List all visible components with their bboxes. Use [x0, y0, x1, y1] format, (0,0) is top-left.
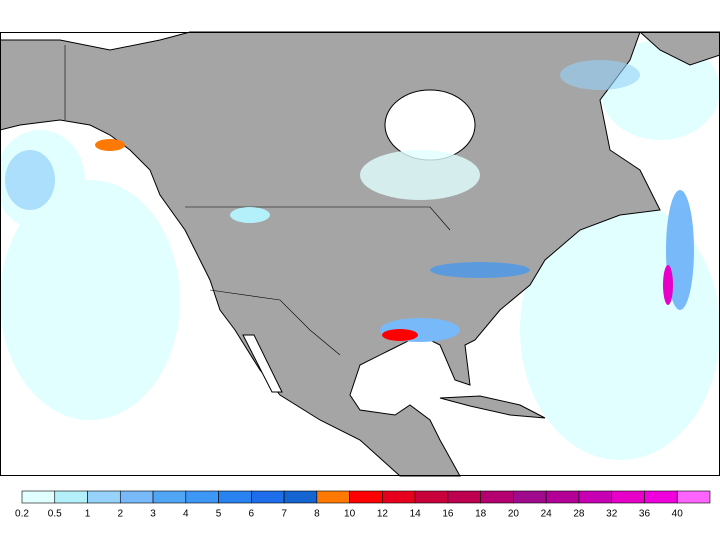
colorbar-segment: [283, 490, 318, 504]
cuba: [439, 395, 546, 419]
colorbar-segment: [218, 490, 252, 504]
colorbar-segment: [513, 490, 547, 504]
colorbar-tick-label: 4: [183, 509, 189, 520]
colorbar-segment: [316, 490, 350, 504]
colorbar-segment: [185, 490, 219, 504]
colorbar-tick-label: 0.5: [48, 509, 62, 520]
colorbar-tick-label: 2: [118, 509, 124, 520]
colorbar-segment: [87, 490, 121, 504]
colorbar-tick-label: 36: [639, 509, 651, 520]
colorbar-segment: [578, 490, 613, 504]
colorbar-tick-label: 40: [672, 509, 684, 520]
colorbar: 0.2 0.5 1 2 3 4 5 6 7 8 10 12 14 16 18 20 24 28 32 36 40: [15, 490, 711, 520]
colorbar-tick-label: 10: [344, 509, 356, 520]
colorbar-tick-label: 12: [377, 509, 389, 520]
colorbar-segment: [414, 490, 449, 504]
colorbar-tick-label: 32: [606, 509, 618, 520]
colorbar-tick-label: 24: [541, 509, 553, 520]
colorbar-segment: [382, 490, 416, 504]
precip-areas: [5, 60, 694, 342]
colorbar-segment: [152, 490, 187, 504]
borders: [64, 45, 451, 356]
colorbar-segment: [611, 490, 645, 504]
map: [0, 31, 720, 477]
colorbar-segment: [545, 490, 580, 504]
north-america: [0, 31, 661, 477]
colorbar-tick-label: 7: [281, 509, 287, 520]
colorbar-segment: [54, 490, 88, 504]
colorbar-tick-label: 14: [410, 509, 422, 520]
colorbar-segment: [447, 490, 481, 504]
colorbar-tick-label: 1: [85, 509, 91, 520]
colorbar-tick-label: 5: [216, 509, 222, 520]
colorbar-tick-label: 16: [442, 509, 454, 520]
colorbar-segment: [676, 490, 711, 504]
colorbar-tick-label: 6: [249, 509, 255, 520]
colorbar-tick-label: 28: [573, 509, 585, 520]
colorbar-tick-label: 0.2: [15, 509, 29, 520]
colorbar-segment: [251, 490, 285, 504]
colorbar-segment: [349, 490, 383, 504]
colorbar-segment: [119, 490, 154, 504]
hudson-bay: [384, 89, 476, 161]
colorbar-tick-label: 3: [150, 509, 156, 520]
colorbar-segment: [644, 490, 678, 504]
colorbar-tick-label: 8: [314, 509, 320, 520]
colorbar-segment: [21, 490, 56, 504]
colorbar-tick-label: 20: [508, 509, 520, 520]
colorbar-segment: [480, 490, 514, 504]
gulf-of-california: [242, 334, 283, 393]
colorbar-tick-label: 18: [475, 509, 487, 520]
